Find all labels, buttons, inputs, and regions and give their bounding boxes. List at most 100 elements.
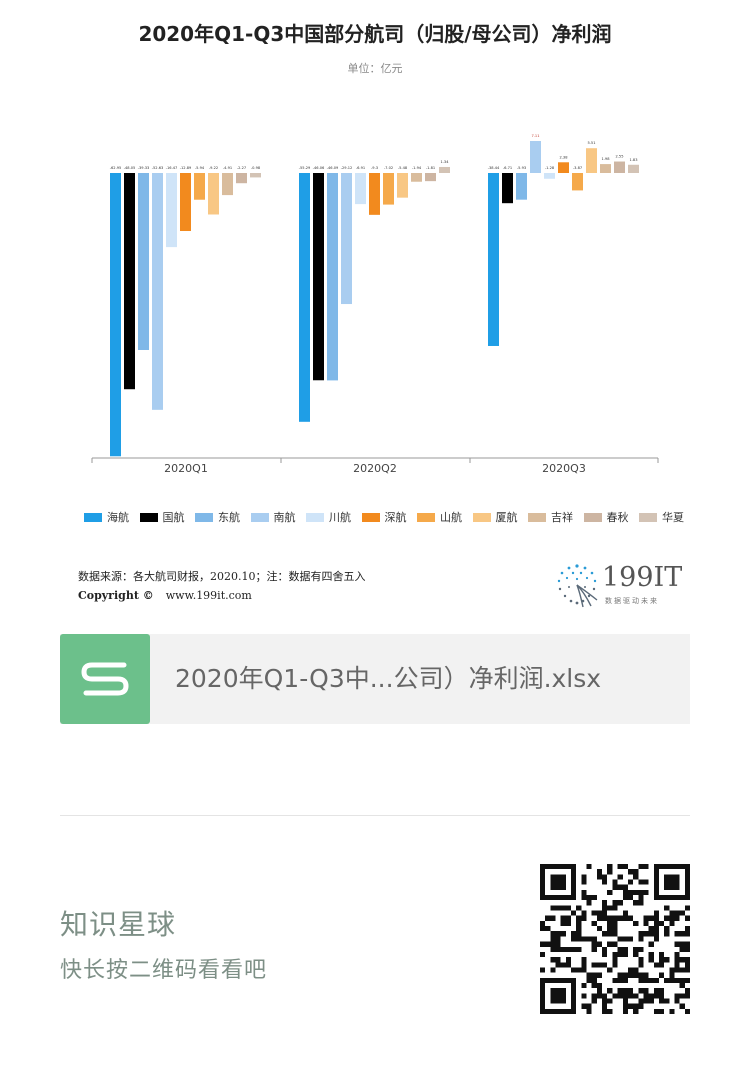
bar-东航-2020Q3 <box>516 173 527 200</box>
chart-legend: 海航 国航 东航 南航 川航 深航 山航 厦航 吉祥 春秋 华夏 <box>84 509 684 525</box>
legend-item: 春秋 <box>583 509 629 525</box>
bar-chart: -62.95 -48.05 -39.33 -52.63 -16.47 -12.89 -5.9… <box>91 134 659 475</box>
legend-item: 川航 <box>306 509 351 525</box>
data-label: -1.94 <box>412 166 422 170</box>
qr-code-icon[interactable] <box>540 864 690 1014</box>
data-label: -5.93 <box>517 166 526 170</box>
legend-item: 厦航 <box>472 509 518 525</box>
data-label: -38.44 <box>488 166 500 170</box>
data-label: -46.06 <box>313 166 325 170</box>
legend-label: 海航 <box>107 511 129 524</box>
bar-东航-2020Q1 <box>138 173 149 350</box>
bar-海航-2020Q3 <box>488 173 499 346</box>
data-label: -12.89 <box>180 166 192 170</box>
file-attachment-card[interactable]: 2020年Q1-Q3中...公司）净利润.xlsx <box>60 634 690 724</box>
legend-swatch <box>528 512 546 522</box>
brand-name: 199IT <box>602 562 683 593</box>
bar-厦航-2020Q3 <box>586 148 597 173</box>
data-label: -55.29 <box>299 166 311 170</box>
data-label: -48.05 <box>124 166 136 170</box>
promo-subtitle: 快长按二维码看看吧 <box>60 958 268 983</box>
bar-海航-2020Q2 <box>299 173 310 422</box>
data-label: -5.48 <box>398 166 408 170</box>
bar-厦航-2020Q1 <box>208 173 219 215</box>
bar-南航-2020Q3 <box>530 141 541 173</box>
bar-山航-2020Q1 <box>194 173 205 200</box>
bar-深航-2020Q3 <box>558 162 569 173</box>
data-label: 5.51 <box>587 141 595 145</box>
bar-华夏-2020Q1 <box>250 173 261 178</box>
bar-华夏-2020Q2 <box>439 166 450 173</box>
brand-tagline: 数据驱动未来 <box>605 597 659 605</box>
bar-华夏-2020Q3 <box>628 164 639 173</box>
legend-label: 南航 <box>273 511 296 524</box>
data-label: -52.63 <box>152 166 164 170</box>
data-label: -9.22 <box>209 166 218 170</box>
data-label: -5.94 <box>195 166 205 170</box>
data-label: -3.87 <box>573 166 582 170</box>
bar-南航-2020Q1 <box>152 173 163 410</box>
legend-item: 吉祥 <box>528 509 573 525</box>
bar-山航-2020Q2 <box>383 173 394 205</box>
copyright-url[interactable]: www.199it.com <box>165 589 252 602</box>
legend-swatch <box>250 512 269 522</box>
legend-label: 华夏 <box>662 511 684 524</box>
bar-吉祥-2020Q1 <box>222 173 233 196</box>
legend-item: 华夏 <box>639 509 684 525</box>
spreadsheet-s-icon <box>60 634 150 724</box>
legend-label: 国航 <box>162 511 185 524</box>
file-name: 2020年Q1-Q3中...公司）净利润.xlsx <box>175 664 602 693</box>
bar-川航-2020Q3 <box>544 173 555 179</box>
data-label: -1.28 <box>545 166 555 170</box>
bar-东航-2020Q2 <box>327 173 338 381</box>
legend-item: 山航 <box>417 509 462 525</box>
legend-swatch <box>472 512 491 522</box>
bar-吉祥-2020Q2 <box>411 173 422 182</box>
bar-南航-2020Q2 <box>341 173 352 305</box>
bar-海航-2020Q1 <box>110 173 121 457</box>
data-label: -39.33 <box>138 166 150 170</box>
copyright-line: Copyright © www.199it.com <box>78 589 252 602</box>
data-label: -29.12 <box>341 166 353 170</box>
legend-label: 深航 <box>384 511 407 524</box>
legend-item: 海航 <box>84 509 129 525</box>
x-tick-label: 2020Q2 <box>353 462 397 475</box>
copyright-label: Copyright © <box>78 589 154 602</box>
legend-label: 厦航 <box>495 511 518 524</box>
legend-label: 川航 <box>329 511 351 524</box>
bar-国航-2020Q2 <box>313 173 324 381</box>
legend-item: 南航 <box>250 509 296 525</box>
brand-globe-icon <box>557 564 598 608</box>
bar-吉祥-2020Q3 <box>600 164 611 173</box>
legend-label: 吉祥 <box>551 511 573 524</box>
x-tick-label: 2020Q3 <box>542 462 586 475</box>
chart-unit: 单位：亿元 <box>347 62 403 75</box>
data-label: 2.38 <box>559 155 568 159</box>
legend-swatch <box>306 512 324 522</box>
legend-item: 深航 <box>361 509 407 525</box>
data-label: -2.27 <box>237 166 246 170</box>
legend-swatch <box>84 512 102 522</box>
bar-国航-2020Q3 <box>502 173 513 204</box>
data-label: -9.3 <box>371 166 378 170</box>
data-label: -46.09 <box>327 166 339 170</box>
legend-swatch <box>583 512 602 522</box>
legend-item: 国航 <box>139 509 185 525</box>
chart-title: 2020年Q1-Q3中国部分航司（归股/母公司）净利润 <box>138 22 612 46</box>
data-label: 7.11 <box>531 134 539 138</box>
legend-label: 东航 <box>218 511 240 524</box>
brand-logo: 199IT 数据驱动未来 <box>553 560 683 608</box>
legend-label: 春秋 <box>606 511 629 524</box>
data-label: 1.98 <box>601 157 610 161</box>
data-label: -0.98 <box>251 166 261 170</box>
x-tick-label: 2020Q1 <box>164 462 208 475</box>
legend-swatch <box>417 512 435 522</box>
bar-春秋-2020Q1 <box>236 173 247 184</box>
data-label: 2.55 <box>615 155 623 159</box>
bar-春秋-2020Q2 <box>425 173 436 182</box>
bar-国航-2020Q1 <box>124 173 135 390</box>
data-label: 1.34 <box>440 160 449 164</box>
data-label: -6.91 <box>356 166 365 170</box>
data-label: -16.47 <box>166 166 178 170</box>
promo-title: 知识星球 <box>60 908 177 941</box>
